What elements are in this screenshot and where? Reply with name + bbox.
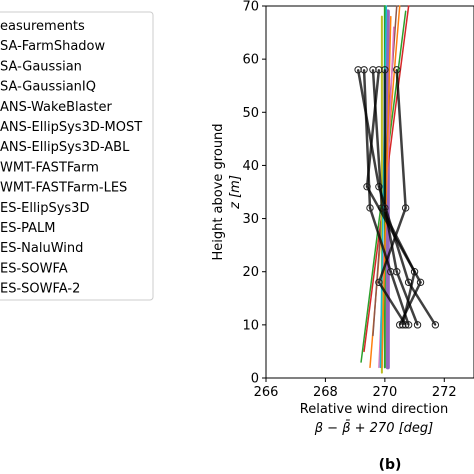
measurement-series-line	[371, 69, 416, 326]
measurement-point	[381, 204, 389, 212]
measurement-point-dot	[357, 68, 359, 71]
measurement-point	[393, 66, 401, 74]
legend-entry-label: ES-PALM	[0, 221, 56, 236]
measurement-point	[401, 321, 410, 329]
measurement-point	[360, 66, 368, 74]
measurement-point-dot	[384, 207, 386, 209]
legend-entry-label: SA-FarmShadow	[0, 39, 105, 54]
measurement-point-dot	[363, 68, 365, 71]
legend-frame	[0, 11, 154, 301]
legend-entry-label: ANS-EllipSys3D-MOST	[0, 120, 142, 135]
measurement-point	[363, 182, 371, 191]
measurement-point	[375, 182, 383, 191]
measurement-point-dot	[419, 281, 422, 284]
y-axis-label-line2: z [m]	[228, 175, 243, 210]
legend-entry-label: ES-SOWFA	[0, 261, 68, 276]
measurement-point	[401, 204, 410, 212]
measurement-point-dot	[390, 270, 392, 273]
x-tick-label: 268	[313, 385, 338, 400]
measurement-point	[393, 268, 401, 276]
legend-entry-label: ANS-EllipSys3D-ABL	[0, 140, 130, 155]
measurement-point	[375, 278, 383, 287]
measurement-series-line	[377, 69, 407, 326]
legend: easurements SA-FarmShadow SA-Gaussian SA-Ga…	[0, 11, 154, 301]
measurement-point-dot	[416, 324, 419, 326]
x-axis-label-line2: β − β̄ + 270 [deg]	[314, 421, 434, 436]
axes-frame	[265, 5, 474, 379]
measurement-point	[366, 204, 374, 212]
measurement-point	[381, 66, 389, 74]
measurement-point-dot	[398, 324, 401, 326]
x-tick-label: 270	[372, 385, 397, 400]
measurement-point-dot	[404, 324, 407, 326]
legend-entries: easurements SA-FarmShadow SA-Gaussian SA-Ga…	[0, 19, 142, 297]
measurement-point-dot	[434, 324, 437, 326]
measurement-point-dot	[366, 185, 368, 188]
measurement-point-dot	[395, 68, 398, 71]
y-tick-label: 0	[251, 372, 259, 387]
measurement-series-line	[362, 69, 410, 326]
plot-area: 266 268 270 272 0 10 20 30 40 50 60 70	[242, 0, 474, 400]
x-axis-label-line1: Relative wind direction	[300, 402, 448, 417]
measurement-point	[416, 278, 425, 287]
model-series-line	[381, 15, 392, 369]
measurement-point-dot	[378, 68, 380, 71]
measurement-lines	[354, 66, 440, 329]
y-axis-label-line1: Height above ground	[211, 123, 226, 260]
ticks: 266 268 270 272 0 10 20 30 40 50 60 70	[242, 0, 456, 400]
y-tick-label: 20	[242, 265, 259, 280]
y-tick-label: 10	[242, 318, 259, 333]
legend-entry-label: ANS-WakeBlaster	[0, 100, 112, 115]
measurement-point-dot	[384, 68, 386, 71]
measurement-point-dot	[407, 281, 410, 284]
y-tick-label: 70	[242, 0, 259, 15]
measurement-point-dot	[395, 270, 398, 273]
measurement-series-line	[383, 69, 419, 326]
legend-entry-label: WMT-FASTFarm-LES	[0, 181, 127, 196]
y-tick-label: 30	[242, 212, 259, 227]
legend-entry-label: SA-Gaussian	[0, 59, 82, 74]
legend-entry-label: ES-SOWFA-2	[0, 282, 80, 297]
measurement-point	[410, 268, 419, 276]
measurement-point	[413, 321, 422, 329]
legend-entry-label: SA-GaussianIQ	[0, 80, 96, 95]
y-tick-label: 40	[242, 159, 259, 174]
measurement-point-dot	[404, 207, 407, 209]
y-tick-label: 50	[242, 106, 259, 121]
x-tick-label: 266	[254, 385, 279, 400]
y-tick-label: 60	[242, 53, 259, 68]
measurement-point-dot	[372, 68, 374, 71]
measurement-point-dot	[378, 281, 380, 284]
legend-entry-label: WMT-FASTFarm	[0, 160, 99, 175]
panel-label: (b)	[379, 457, 402, 473]
x-tick-label: 272	[432, 385, 457, 400]
legend-entry-label: easurements	[0, 19, 85, 34]
legend-entry-label: ES-NaluWind	[0, 241, 83, 256]
legend-entry-label: ES-EllipSys3D	[0, 201, 89, 216]
measurement-point-dot	[369, 207, 371, 209]
measurement-point	[431, 321, 440, 329]
